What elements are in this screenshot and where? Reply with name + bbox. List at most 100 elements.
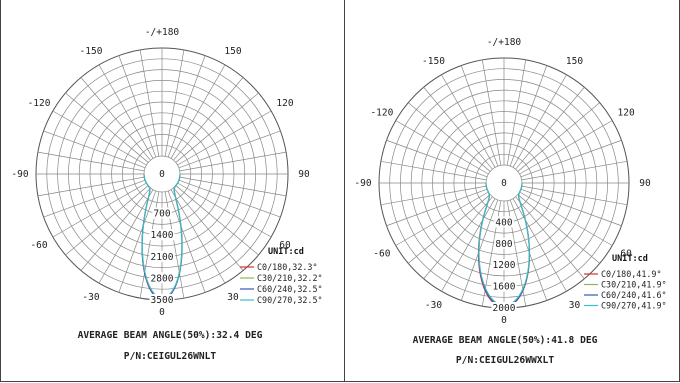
grid-spoke — [178, 179, 281, 218]
angle-label: -90 — [354, 178, 371, 189]
angle-label: 120 — [618, 108, 635, 119]
part-number-left: P/N:CEIGUL26WNLT — [123, 351, 217, 362]
angle-label: -120 — [28, 98, 51, 109]
tick-label-bg — [491, 259, 517, 271]
polar-plot-1: -/+180 150 120 90 60 30 0 -30 -60 -90 -120 -150 0 400… — [354, 37, 666, 326]
grid-spoke — [43, 179, 146, 218]
radial-tick-label: 1400 — [151, 230, 174, 241]
angle-label: 60 — [620, 249, 632, 260]
legend-entry: C0/180,41.9° — [601, 269, 662, 279]
angle-label: -60 — [30, 240, 47, 251]
grid-spoke — [521, 185, 628, 206]
legend-entry: C30/210,32.2° — [257, 273, 323, 283]
grid-spoke — [520, 188, 622, 227]
grid-spoke — [170, 64, 226, 159]
grid-spoke — [386, 188, 488, 227]
legend-entry: C60/240,32.5° — [257, 284, 323, 294]
grid-spoke — [177, 182, 272, 238]
grid-spoke — [118, 190, 157, 293]
grid-spoke — [509, 199, 548, 301]
tick-label-bg — [149, 272, 175, 284]
grid-spoke — [80, 77, 151, 161]
grid-spoke — [80, 187, 151, 271]
radial-tick-label: 1200 — [493, 260, 516, 271]
radial-tick-label: 700 — [153, 209, 170, 220]
grid-spoke — [512, 198, 567, 292]
tick-label-bg — [149, 229, 175, 241]
grid-spoke — [408, 194, 491, 264]
grid-spoke — [395, 120, 489, 175]
radial-tick-label: 2000 — [493, 303, 516, 314]
radial-tick-label: 2100 — [151, 252, 174, 263]
grid-spoke — [515, 87, 585, 170]
grid-spoke — [118, 55, 157, 158]
angle-label: -60 — [373, 249, 390, 260]
angle-label: -150 — [422, 56, 445, 67]
legend-entry: C0/180,32.3° — [257, 262, 318, 272]
grid-spoke — [65, 185, 149, 256]
grid-spoke — [179, 176, 287, 197]
grid-spoke — [441, 74, 496, 168]
unit-label: UNIT:cd — [268, 247, 304, 257]
radial-tick-label: 800 — [495, 239, 512, 250]
left-panel-frame — [0, 0, 345, 382]
grid-spoke — [139, 49, 160, 157]
grid-spoke — [52, 110, 147, 166]
grid-spoke — [423, 196, 493, 279]
angle-label: -150 — [80, 46, 103, 57]
grid-spoke — [170, 189, 226, 284]
part-number-right: P/N:CEIGUL26WWXLT — [455, 355, 555, 366]
unit-label: UNIT:cd — [612, 254, 648, 264]
polar-plot-0: -/+180 150 120 90 60 30 0 -30 -60 -90 -120 -150 0 700… — [11, 27, 322, 318]
legend-entry: C30/210,41.9° — [601, 280, 667, 290]
grid-spoke — [173, 77, 244, 161]
grid-spoke — [380, 185, 487, 206]
grid-spoke — [395, 191, 489, 246]
angle-label: 150 — [566, 56, 583, 67]
grid-spoke — [175, 92, 259, 163]
angle-label: 90 — [639, 178, 651, 189]
radial-tick-label: 3500 — [151, 295, 174, 306]
grid-spoke — [98, 189, 154, 284]
grid-spoke — [520, 139, 622, 178]
grid-spoke — [519, 120, 613, 175]
grid-spoke — [515, 196, 585, 279]
tick-label-bg — [494, 216, 514, 228]
grid-spoke — [164, 49, 185, 157]
grid-spoke — [460, 65, 499, 167]
angle-label: -30 — [82, 292, 99, 303]
grid-spoke — [98, 64, 154, 159]
legend-entry: C90/270,32.5° — [257, 295, 323, 305]
grid-spoke — [517, 194, 600, 264]
tick-label-bg — [149, 250, 175, 262]
grid-spoke — [167, 55, 206, 158]
grid-spoke — [175, 185, 259, 256]
tick-label-bg — [491, 280, 517, 292]
grid-spoke — [423, 87, 493, 170]
tick-label-bg — [494, 237, 514, 249]
grid-spoke — [380, 160, 487, 181]
grid-spoke — [517, 102, 600, 172]
grid-spoke — [43, 130, 146, 169]
grid-spoke — [521, 160, 628, 181]
radial-tick-label: 400 — [495, 217, 512, 228]
angle-label: 0 — [159, 307, 165, 318]
angle-label: 30 — [569, 300, 581, 311]
grid-spoke — [173, 187, 244, 271]
grid-spoke — [179, 151, 287, 172]
beam-angle-caption-left: AVERAGE BEAM ANGLE(50%):32.4 DEG — [77, 330, 263, 341]
radial-tick-label: 2800 — [151, 273, 174, 284]
radial-tick-label: 0 — [501, 178, 507, 189]
radial-tick-label: 1600 — [493, 282, 516, 293]
grid-spoke — [512, 74, 567, 168]
grid-spoke — [386, 139, 488, 178]
legend-entry: C60/240,41.6° — [601, 290, 667, 300]
grid-spoke — [178, 130, 281, 169]
grid-spoke — [65, 92, 149, 163]
angle-label: -120 — [370, 108, 393, 119]
angle-label: -30 — [425, 300, 442, 311]
grid-spoke — [519, 191, 613, 246]
grid-spoke — [441, 198, 496, 292]
